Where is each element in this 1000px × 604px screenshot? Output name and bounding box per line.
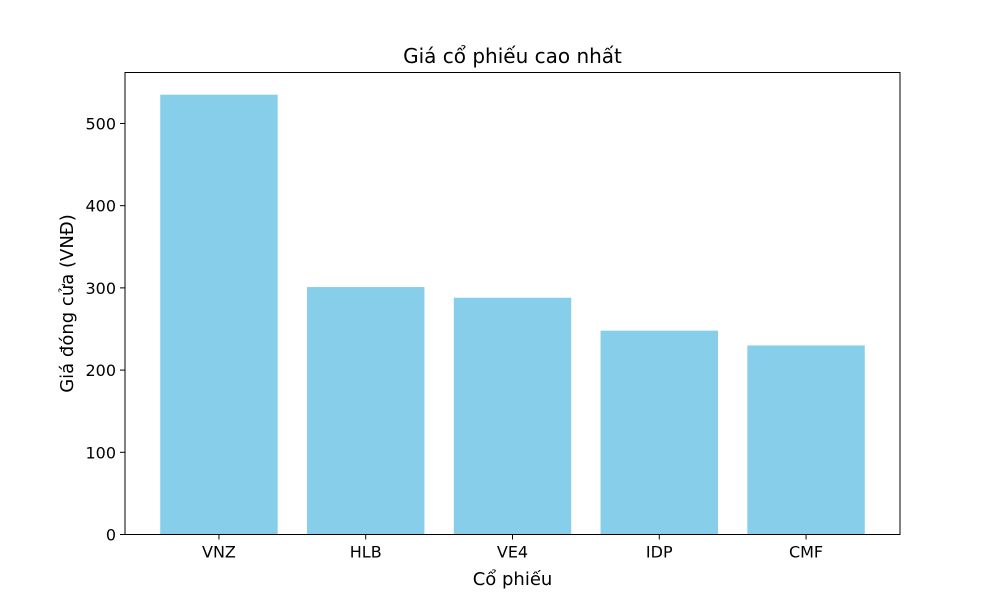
y-axis-label: Giá đóng cửa (VNĐ) [57, 214, 78, 393]
bar-cmf [747, 345, 865, 535]
y-tick-label-0: 0 [106, 526, 116, 545]
x-tick-label-cmf: CMF [789, 543, 823, 562]
x-tick-label-idp: IDP [646, 543, 673, 562]
y-tick-label-500: 500 [85, 114, 116, 133]
bar-vnz [160, 94, 278, 535]
bar-ve4 [453, 297, 572, 535]
chart-title: Giá cổ phiếu cao nhất [403, 44, 622, 68]
bar-idp [600, 330, 718, 535]
bar-hlb [307, 287, 425, 535]
x-tick-label-ve4: VE4 [497, 543, 528, 562]
plot-area: VNZ HLB VE4 IDP CMF 0 100 200 300 400 500 [85, 94, 865, 562]
y-tick-label-400: 400 [85, 197, 116, 216]
y-tick-label-300: 300 [85, 279, 116, 298]
x-axis-label: Cổ phiếu [473, 569, 553, 590]
x-tick-label-hlb: HLB [350, 543, 382, 562]
y-tick-label-100: 100 [85, 443, 116, 462]
y-tick-label-200: 200 [85, 361, 116, 380]
plot-frame [124, 72, 901, 535]
x-tick-label-vnz: VNZ [202, 543, 236, 562]
